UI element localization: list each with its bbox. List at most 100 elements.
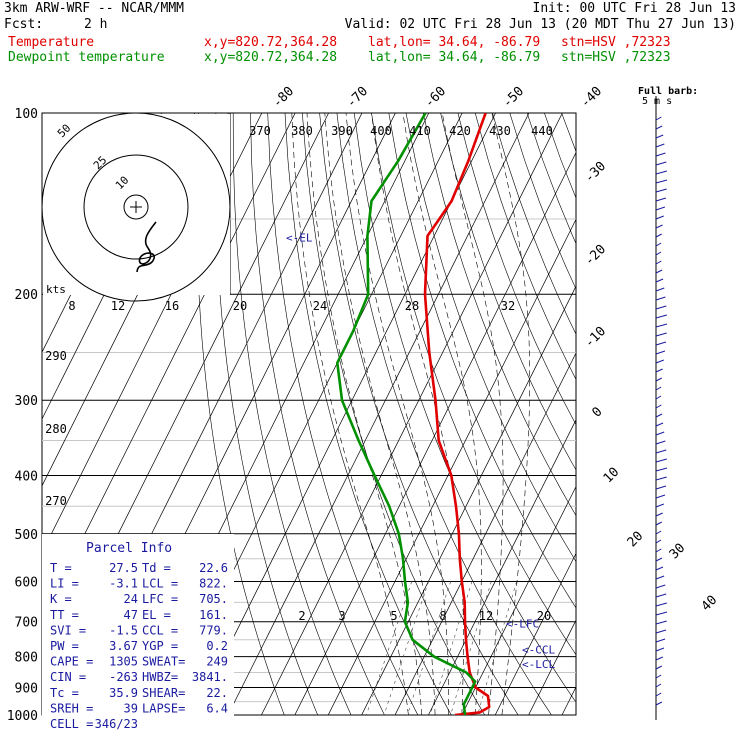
parcel-param-label: LCL = <box>142 577 178 591</box>
mixing-ratio-label: 20 <box>537 609 551 623</box>
wind-barb <box>655 395 662 400</box>
parcel-param-label: CIN = <box>50 670 86 684</box>
dry-adiabat-line <box>561 113 576 153</box>
dry-adiabat-line <box>250 113 385 715</box>
wind-barb <box>655 269 663 274</box>
wind-barb <box>655 359 664 364</box>
wind-barb <box>655 341 667 346</box>
wind-barb <box>655 251 662 256</box>
wind-barb <box>655 350 666 355</box>
dry-adiabat-line <box>474 113 576 381</box>
parcel-param-value: 6.4 <box>206 701 228 715</box>
mixing-ratio-label: 12 <box>479 609 493 623</box>
isotherm-line <box>428 419 576 715</box>
theta-label: 410 <box>409 124 431 138</box>
isotherm-line <box>227 113 530 715</box>
isotherm-tick-label: -60 <box>422 84 449 111</box>
parcel-param-value: 35.9 <box>109 686 138 700</box>
parcel-param-label: EL = <box>142 608 171 622</box>
theta-label: 440 <box>531 124 553 138</box>
parcel-param-label: CELL = <box>50 717 93 731</box>
wind-barb <box>655 593 667 598</box>
wind-barb <box>655 530 662 535</box>
parcel-level-annotation: <-LCL <box>522 658 555 671</box>
moist-adiabat-line <box>441 113 504 715</box>
init-time: Init: 00 UTC Fri 28 Jun 13 <box>532 1 737 16</box>
mixing-ratio-label: 3 <box>338 609 345 623</box>
wind-barb <box>655 440 666 445</box>
left-axis-label: 12 <box>111 299 125 313</box>
theta-label: 380 <box>291 124 313 138</box>
mixing-ratio-line <box>477 581 517 715</box>
wind-barb <box>655 197 667 202</box>
theta-label: 370 <box>249 124 271 138</box>
wind-barb <box>655 503 665 508</box>
pressure-tick-label: 1000 <box>7 709 38 724</box>
wind-barb <box>655 557 663 562</box>
parcel-param-value: 1305 <box>109 655 138 669</box>
wind-barb <box>655 152 666 157</box>
dry-adiabat-line <box>196 113 285 715</box>
parcel-param-label: HWBZ= <box>142 670 178 684</box>
isotherm-tick-label: 30 <box>667 541 689 563</box>
wind-barb <box>655 512 663 517</box>
moist-adiabat-line <box>345 113 449 715</box>
isotherm-line <box>261 113 563 715</box>
wind-barb <box>655 449 667 454</box>
hodograph-trace <box>136 221 157 273</box>
theta-label: 400 <box>370 124 392 138</box>
isotherm-tick-label: -70 <box>344 84 371 111</box>
wind-barb <box>655 458 667 463</box>
wind-barb <box>655 188 667 193</box>
parcel-param-value: 705. <box>199 592 228 606</box>
parcel-param-value: 3841. <box>192 670 228 684</box>
isotherm-line <box>528 619 576 715</box>
isotherm-tick-label: -30 <box>582 159 609 186</box>
hodograph-unit-label: kts <box>46 283 66 296</box>
isotherm-line <box>461 485 576 715</box>
wind-barb <box>655 422 664 427</box>
mixing-ratio-label: 2 <box>298 609 305 623</box>
wind-barb <box>655 674 662 679</box>
pressure-tick-label: 300 <box>15 394 38 409</box>
isotherm-tick-label: 0 <box>589 404 605 420</box>
wind-barb <box>655 260 662 265</box>
wind-barb <box>655 134 664 139</box>
parcel-level-annotation: <-EL <box>286 232 313 245</box>
wind-barb <box>655 629 667 634</box>
parcel-param-value: 47 <box>124 608 138 622</box>
parcel-param-label: K = <box>50 592 72 606</box>
dry-adiabat-line <box>353 113 576 703</box>
wind-barb <box>655 314 667 319</box>
isotherm-line <box>361 285 576 715</box>
parcel-param-value: 779. <box>199 623 228 637</box>
parcel-param-label: CAPE = <box>50 655 93 669</box>
dry-adiabat-line <box>457 113 576 426</box>
mixing-ratio-line <box>429 581 473 715</box>
moist-adiabat-line <box>324 113 436 715</box>
wind-barb <box>655 566 664 571</box>
hodograph-ring <box>83 154 189 260</box>
dewpoint-profile-line <box>335 113 477 715</box>
dewpoint-legend-station: stn=HSV ,72323 <box>561 50 671 65</box>
moist-adiabat-line <box>291 113 409 715</box>
temperature-profile-line <box>423 113 491 715</box>
wind-barb <box>655 161 667 166</box>
temperature-legend-coords: x,y=820.72,364.28 <box>204 35 338 50</box>
wind-barb <box>655 287 665 292</box>
parcel-param-value: 0.2 <box>206 639 228 653</box>
moist-adiabat-line <box>306 113 422 715</box>
pressure-tick-label: 500 <box>15 528 38 543</box>
parcel-param-label: TT = <box>50 608 79 622</box>
dry-adiabat-line <box>214 113 318 715</box>
mixing-ratio-label: 28 <box>405 299 419 313</box>
wind-barb <box>655 278 664 283</box>
mixing-ratio-line <box>407 581 451 715</box>
model-title: 3km ARW-WRF -- NCAR/MMM <box>4 1 185 16</box>
moist-adiabat-line <box>402 113 482 715</box>
wind-barb <box>655 179 668 184</box>
pressure-tick-label: 400 <box>15 469 38 484</box>
forecast-hour: 2 h <box>84 17 108 32</box>
parcel-info-panel: Parcel Info T = 27.5 Td = 22.6 LI = -3.1 LCL =… <box>42 534 234 731</box>
